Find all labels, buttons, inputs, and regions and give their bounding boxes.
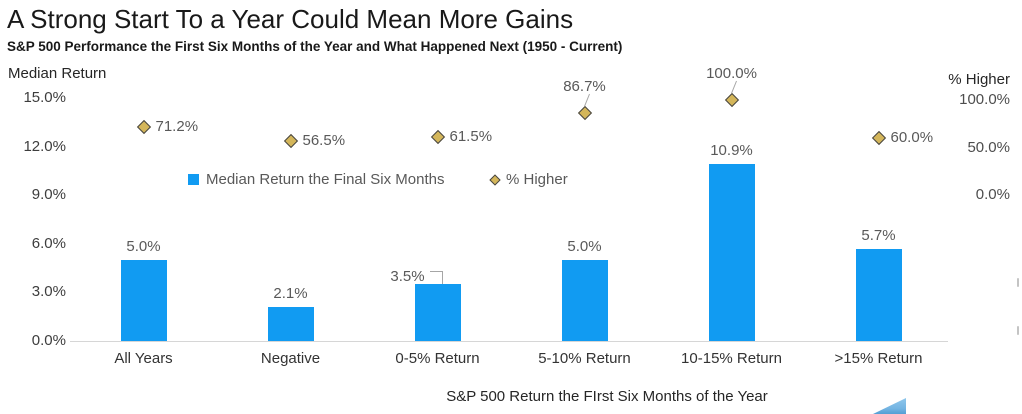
diamond-leader-line — [730, 80, 737, 94]
bar-value-label: 3.5% — [390, 268, 425, 286]
diamond-value-label: 60.0% — [890, 129, 934, 146]
secondary-axis-tick-label: 50.0% — [967, 138, 1010, 156]
x-axis-title: S&P 500 Return the FIrst Six Months of t… — [446, 388, 768, 405]
bar--15-return — [855, 248, 902, 341]
diamond-marker — [724, 92, 739, 108]
diamond-value-label: 71.2% — [155, 118, 199, 136]
bar-5-10-return — [561, 260, 608, 341]
bar-value-label: 5.0% — [126, 238, 161, 255]
bar-value-label: 5.7% — [861, 226, 896, 244]
bar-negative — [267, 306, 314, 341]
legend-item-pct-higher: % Higher — [489, 171, 568, 188]
category-label: Negative — [260, 350, 321, 367]
secondary-axis-tick-label: 100.0% — [959, 91, 1010, 108]
chart-title: A Strong Start To a Year Could Mean More… — [7, 4, 574, 34]
diamond-value-label: 100.0% — [706, 65, 757, 82]
diamond-series-swatch-icon — [489, 173, 501, 186]
category-label: >15% Return — [834, 350, 923, 367]
y-axis-tick-label: 12.0% — [23, 137, 66, 155]
diamond-marker — [430, 129, 445, 144]
diamond-marker — [283, 134, 298, 149]
diamond-value-label: 86.7% — [563, 77, 606, 95]
cropped-edge-mark — [1017, 326, 1019, 335]
diamond-leader-line — [583, 93, 590, 106]
bar-10-15-return — [708, 164, 755, 341]
diamond-value-label: 61.5% — [449, 127, 493, 145]
bar-value-label: 10.9% — [710, 142, 753, 160]
category-label: 10-15% Return — [681, 350, 782, 367]
category-label: 0-5% Return — [395, 350, 480, 367]
callout-leader-line — [429, 271, 443, 285]
diamond-marker — [871, 130, 886, 146]
bar-all-years — [120, 260, 167, 341]
category-label: All Years — [114, 350, 173, 367]
diamond-marker — [577, 105, 592, 120]
legend-item-median-return: Median Return the Final Six Months — [188, 171, 444, 188]
legend-label-median-return: Median Return the Final Six Months — [206, 171, 445, 188]
bar-value-label: 5.0% — [567, 238, 602, 255]
chart-subtitle: S&P 500 Performance the First Six Months… — [7, 39, 623, 54]
bar-series-swatch-icon — [188, 174, 199, 185]
y-axis-tick-label: 3.0% — [31, 283, 66, 301]
category-label: 5-10% Return — [538, 350, 631, 367]
y-axis-tick-label: 15.0% — [23, 89, 66, 106]
y-axis-tick-label: 9.0% — [31, 186, 66, 204]
left-axis-title: Median Return — [8, 65, 107, 82]
bar-value-label: 2.1% — [273, 284, 308, 302]
x-axis-line — [70, 341, 948, 342]
secondary-axis-tick-label: 0.0% — [975, 186, 1010, 203]
cropped-edge-mark — [1017, 278, 1019, 287]
right-axis-title: % Higher — [948, 71, 1010, 88]
y-axis-tick-label: 6.0% — [31, 234, 66, 252]
legend-label-pct-higher: % Higher — [506, 171, 568, 188]
diamond-marker — [136, 120, 151, 135]
diamond-value-label: 56.5% — [302, 132, 346, 150]
y-axis-tick-label: 0.0% — [31, 332, 66, 349]
bar-0-5-return — [414, 284, 461, 341]
